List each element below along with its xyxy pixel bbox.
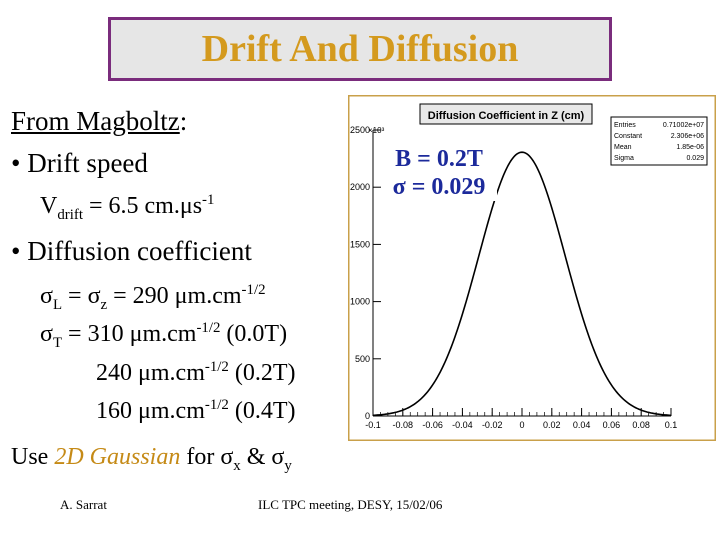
equals: = (62, 283, 88, 309)
y-tick-label: 2500 (350, 125, 370, 135)
y-tick-label: 2000 (350, 182, 370, 192)
source-label: From Magboltz (11, 106, 180, 136)
vdrift-exponent: -1 (202, 192, 215, 208)
y-tick-label: 1500 (350, 239, 370, 249)
x-tick-label: -0.04 (452, 420, 473, 430)
sigma-symbol: σ (220, 444, 234, 470)
unit: m.cm (150, 360, 205, 386)
sigma-symbol: σ (271, 444, 285, 470)
stats-name: Sigma (614, 155, 634, 162)
vdrift-subscript: drift (57, 206, 83, 223)
stats-name: Mean (614, 144, 632, 151)
sigma-t-value-04: 160 (96, 398, 138, 424)
x-tick-label: 0.08 (632, 420, 650, 430)
sigma-t-value-02: 240 (96, 360, 138, 386)
annotation-sigma-symbol: σ (392, 174, 406, 200)
stats-value: 2.306e+06 (671, 133, 704, 140)
sigma-t-04-line: 160 μm.cm-1/2 (0.4T) (96, 398, 296, 423)
exponent: -1/2 (241, 282, 266, 298)
histogram-title: Diffusion Coefficient in Z (cm) (428, 110, 585, 122)
x-tick-label: 0.1 (665, 420, 678, 430)
vdrift-symbol: V (40, 193, 58, 219)
stats-value: 0.029 (686, 155, 704, 162)
x-tick-label: 0.06 (603, 420, 621, 430)
for-text: for (180, 444, 221, 470)
sigma-symbol: σ (40, 321, 53, 347)
annotation-field: B = 0.2T (395, 146, 483, 172)
source-colon: : (179, 106, 188, 136)
x-tick-label: 0.02 (543, 420, 561, 430)
sigma-x-sub: x (233, 457, 241, 474)
equals: = (107, 283, 133, 309)
field-04: (0.4T) (228, 398, 296, 424)
sigma-t-02-line: 240 μm.cm-1/2 (0.2T) (96, 360, 296, 385)
sigma-z-sub: z (100, 296, 108, 313)
sigma-symbol: σ (40, 283, 53, 309)
mu-symbol: μ (138, 360, 151, 386)
gaussian-text: 2D Gaussian (54, 444, 181, 470)
unit: m.cm (187, 283, 242, 309)
unit: m.cm (142, 321, 197, 347)
exponent: -1/2 (196, 320, 221, 336)
vdrift-mu: μ (179, 193, 193, 219)
stats-name: Entries (614, 122, 636, 129)
stats-frame (610, 116, 708, 166)
sigma-l-value: 290 (132, 283, 175, 309)
sigma-symbol: σ (87, 283, 101, 309)
use-text: Use (11, 444, 55, 470)
exponent: -1/2 (204, 397, 229, 413)
plot-annotation: B = 0.2T σ = 0.029 (381, 145, 497, 201)
exponent: -1/2 (204, 359, 229, 375)
vdrift-value: = 6.5 cm. (82, 193, 180, 219)
bullet-drift-speed: • Drift speed (11, 148, 148, 178)
source-heading: From Magboltz: (11, 108, 187, 135)
slide-title-box: Drift And Diffusion (108, 17, 612, 81)
footer-author: A. Sarrat (60, 497, 107, 512)
footer-meeting: ILC TPC meeting, DESY, 15/02/06 (258, 497, 443, 512)
annotation-sigma: σ = 0.029 (381, 173, 497, 201)
mu-symbol: μ (138, 398, 151, 424)
annotation-sigma-value: = 0.029 (405, 174, 486, 200)
y-tick-label: 1000 (350, 297, 370, 307)
sigma-l-line: σL = σz = 290 μm.cm-1/2 (40, 283, 266, 313)
stats-value: 0.71002e+07 (663, 122, 704, 129)
ampersand: & (240, 444, 272, 470)
vdrift-line: Vdrift = 6.5 cm.μs-1 (40, 193, 214, 223)
field-02: (0.2T) (228, 360, 296, 386)
gaussian-curve (372, 151, 672, 417)
y-tick-label: 500 (355, 354, 370, 364)
bullet-diffusion-label: Diffusion coefficient (27, 236, 252, 266)
sigma-l-sub: L (52, 296, 63, 313)
y-tick-label: 0 (365, 411, 370, 421)
sigma-t-value-00: 310 (87, 321, 130, 347)
x-tick-label: 0 (519, 420, 524, 430)
sigma-t-sub: T (52, 334, 63, 351)
mu-symbol: μ (129, 321, 143, 347)
equals: = (62, 321, 88, 347)
mu-symbol: μ (174, 283, 188, 309)
gaussian-line: Use 2D Gaussian for σx & σy (11, 445, 292, 474)
x-tick-label: -0.1 (365, 420, 381, 430)
slide-title: Drift And Diffusion (201, 28, 519, 70)
y-multiplier-label: ×10³ (368, 126, 385, 135)
histogram-title-box (419, 103, 593, 125)
vdrift-unit: s (192, 193, 203, 219)
x-tick-label: 0.04 (573, 420, 591, 430)
sigma-t-line: σT = 310 μm.cm-1/2 (0.0T) (40, 321, 287, 351)
unit: m.cm (150, 398, 205, 424)
x-tick-label: -0.06 (422, 420, 443, 430)
stats-value: 1.85e-06 (676, 144, 704, 151)
stats-box: Entries 0.71002e+07 Constant 2.306e+06 Mean 1… (610, 116, 708, 166)
field-00: (0.0T) (220, 321, 288, 347)
stats-name: Constant (614, 133, 642, 140)
x-tick-label: -0.08 (393, 420, 414, 430)
sigma-y-sub: y (284, 457, 292, 474)
bullet-drift-speed-label: Drift speed (27, 148, 148, 178)
x-tick-label: -0.02 (482, 420, 503, 430)
plot-axes: -0.1 -0.08 -0.06 -0.04 -0.02 0 0.02 0.04 0.06 0.0… (350, 125, 677, 430)
bullet-diffusion: • Diffusion coefficient (11, 236, 252, 266)
